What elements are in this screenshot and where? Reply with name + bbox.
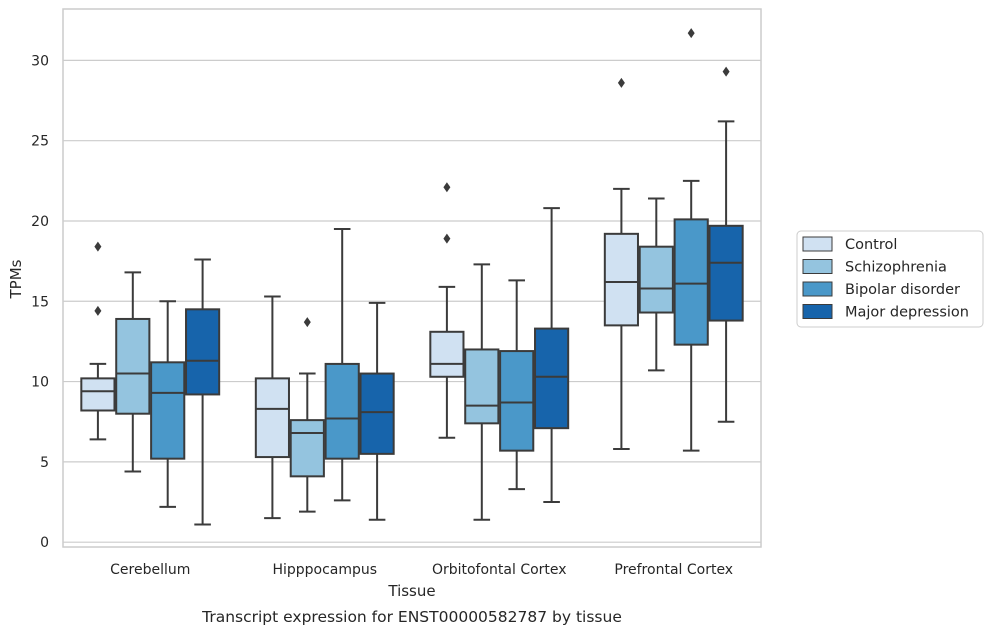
iqr-box: [499, 350, 535, 452]
box-major-depression: [185, 258, 221, 526]
iqr-box: [115, 317, 151, 415]
box-major-depression: [708, 66, 744, 423]
box-control: [254, 295, 290, 520]
y-tick-label: 10: [31, 375, 49, 391]
box-major-depression: [359, 301, 395, 521]
iqr-box: [359, 372, 395, 455]
x-tick-label: Cerebellum: [110, 562, 190, 578]
y-tick-label: 30: [31, 53, 49, 69]
y-tick-label: 20: [31, 214, 49, 230]
x-tick-label: Orbitofontal Cortex: [432, 562, 567, 578]
legend-label: Bipolar disorder: [845, 282, 960, 298]
box-schizophrenia: [289, 317, 325, 513]
box-schizophrenia: [638, 197, 674, 372]
x-tick-label: Hipppocampus: [272, 562, 377, 578]
legend-label: Control: [845, 237, 897, 253]
legend-swatch: [802, 281, 833, 297]
iqr-box: [673, 218, 709, 346]
box-control: [603, 77, 639, 451]
plot-frame: [62, 8, 762, 548]
axes: 0 5 10 15 20 25 30 Cerebellum Hipppocampus Orbito…: [31, 8, 762, 578]
y-tick-label: 5: [40, 455, 49, 471]
outlier-point: [722, 66, 730, 77]
legend-swatch: [802, 304, 833, 319]
legend: Control Schizophrenia Bipolar disorder Majo…: [796, 230, 984, 328]
box-bipolar-disorder: [150, 300, 186, 508]
x-axis-label: Tissue: [387, 582, 435, 600]
legend-frame: [796, 230, 984, 328]
legend-label: Schizophrenia: [845, 260, 947, 276]
y-tick-label: 25: [31, 134, 49, 150]
iqr-box: [150, 361, 186, 460]
iqr-box: [80, 377, 116, 412]
iqr-box: [429, 330, 465, 378]
outlier-point: [303, 317, 311, 328]
outlier-point: [94, 305, 102, 316]
y-tick-label: 0: [40, 535, 49, 551]
box-control: [80, 241, 116, 441]
box-schizophrenia: [464, 263, 500, 521]
box-major-depression: [534, 207, 570, 504]
iqr-box: [708, 224, 744, 322]
iqr-box: [324, 362, 360, 460]
box-control: [429, 182, 465, 439]
iqr-box: [464, 348, 500, 425]
y-tick-label: 15: [31, 294, 49, 310]
iqr-box: [185, 308, 221, 396]
outlier-point: [94, 241, 102, 252]
box-bipolar-disorder: [499, 279, 535, 491]
box-bipolar-disorder: [324, 228, 360, 502]
iqr-box: [254, 377, 290, 459]
x-tick-label: Prefrontal Cortex: [614, 562, 733, 578]
outlier-point: [617, 77, 625, 88]
iqr-box: [534, 327, 570, 430]
box-schizophrenia: [115, 271, 151, 473]
iqr-box: [638, 245, 674, 314]
outlier-point: [443, 233, 451, 244]
box-groups: [80, 28, 744, 526]
legend-swatch: [802, 259, 833, 274]
legend-label: Major depression: [845, 305, 969, 321]
outlier-point: [443, 182, 451, 193]
iqr-box: [603, 232, 639, 327]
iqr-box: [289, 419, 325, 478]
chart-caption: Transcript expression for ENST0000058278…: [201, 608, 622, 626]
outlier-point: [687, 28, 695, 39]
y-axis-label: TPMs: [7, 259, 25, 299]
box-bipolar-disorder: [673, 28, 709, 452]
legend-swatch: [802, 236, 833, 252]
